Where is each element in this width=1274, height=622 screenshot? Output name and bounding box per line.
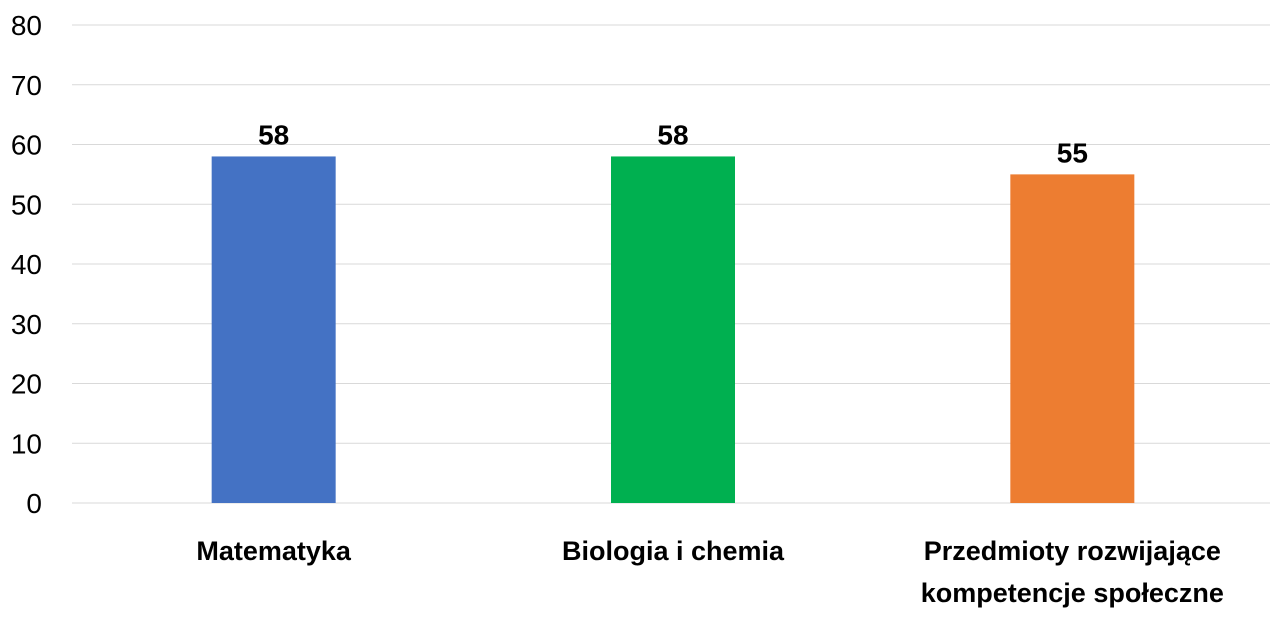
category-label: Przedmioty rozwijające <box>924 536 1221 566</box>
y-tick-label: 70 <box>11 70 42 101</box>
y-tick-label: 40 <box>11 249 42 280</box>
y-tick-label: 20 <box>11 369 42 400</box>
data-label: 58 <box>657 119 688 150</box>
bars <box>211 156 1135 503</box>
category-label: Biologia i chemia <box>562 536 785 566</box>
y-tick-label: 0 <box>26 488 42 519</box>
bar <box>611 156 735 503</box>
bar <box>211 156 336 503</box>
data-label: 58 <box>258 119 289 150</box>
y-tick-label: 10 <box>11 428 42 459</box>
y-tick-label: 80 <box>11 10 42 41</box>
y-tick-label: 50 <box>11 189 42 220</box>
bar <box>1010 174 1135 503</box>
y-tick-label: 30 <box>11 309 42 340</box>
y-axis-ticks: 0 10 20 30 40 50 60 70 80 <box>11 10 42 519</box>
y-tick-label: 60 <box>11 130 42 161</box>
data-label: 55 <box>1057 137 1088 168</box>
category-label: kompetencje społeczne <box>921 578 1224 608</box>
x-axis-categories: Matematyka Biologia i chemia Przedmioty ro… <box>196 536 1224 608</box>
category-label: Matematyka <box>196 536 352 566</box>
data-labels: 58 58 55 <box>258 119 1088 168</box>
